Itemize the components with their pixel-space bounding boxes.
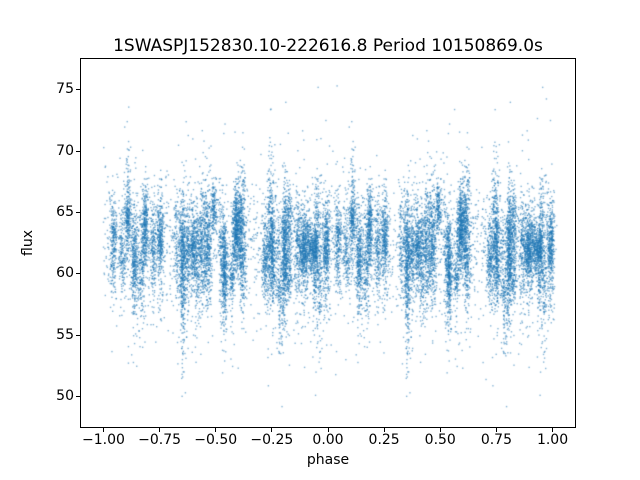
x-tick-mark [383, 428, 385, 432]
chart-title: 1SWASPJ152830.10-222616.8 Period 1015086… [113, 36, 543, 56]
y-tick-label: 65 [56, 203, 74, 220]
x-tick-label: −0.50 [194, 432, 238, 448]
x-tick-mark [271, 428, 273, 432]
x-tick-mark [552, 428, 554, 432]
x-tick-label: 0.25 [368, 432, 400, 448]
y-tick-label: 60 [56, 265, 74, 282]
x-tick-label: 1.00 [536, 432, 569, 448]
y-tick-mark [76, 273, 80, 275]
x-tick-mark [215, 428, 217, 432]
x-tick-mark [495, 428, 497, 432]
x-tick-label: 0.75 [480, 432, 512, 448]
y-tick-mark [76, 150, 80, 152]
y-tick-mark [76, 211, 80, 213]
x-axis-label: phase [306, 452, 350, 468]
y-tick-mark [76, 334, 80, 336]
x-tick-mark [439, 428, 441, 432]
scatter-points-canvas [81, 59, 575, 427]
y-tick-label: 70 [56, 142, 74, 159]
x-tick-mark [327, 428, 329, 432]
y-tick-label: 55 [56, 326, 74, 343]
y-tick-mark [76, 89, 80, 91]
x-tick-label: −0.75 [138, 432, 182, 448]
x-tick-label: −1.00 [82, 432, 125, 448]
plot-area [80, 58, 576, 428]
x-tick-mark [159, 428, 161, 432]
y-axis-label: flux [20, 230, 36, 256]
y-tick-label: 50 [56, 387, 74, 404]
y-tick-mark [76, 395, 80, 397]
x-tick-mark [102, 428, 104, 432]
y-tick-label: 75 [56, 81, 74, 98]
x-tick-label: 0.50 [424, 432, 456, 448]
x-tick-label: 0.00 [312, 432, 344, 448]
x-tick-label: −0.25 [250, 432, 294, 448]
